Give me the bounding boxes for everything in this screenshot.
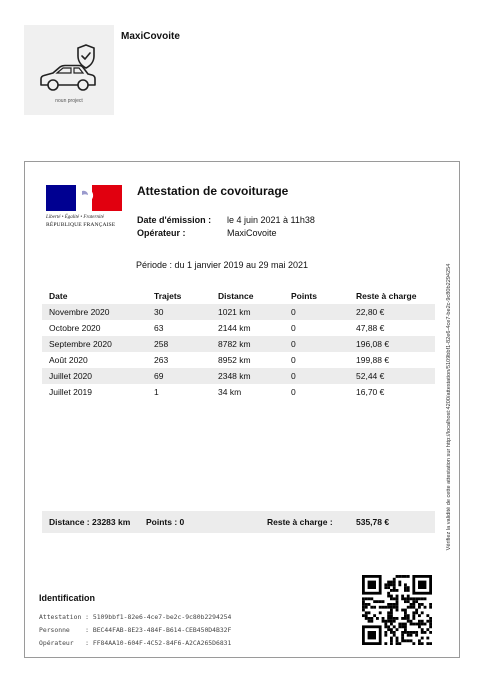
table-cell: 47,88 €: [349, 320, 435, 336]
operateur-value: MaxiCovoite: [227, 228, 277, 238]
identification-operateur: Opérateur : FF84AA10-604F-4C52-84F6-A2CA…: [39, 639, 231, 647]
column-header: Date: [42, 288, 147, 304]
operateur-label: Opérateur :: [137, 228, 186, 238]
table-cell: 1: [147, 384, 211, 400]
table-row: Septembre 2020 258 8782 km 0 196,08 €: [42, 336, 435, 352]
table-cell: 263: [147, 352, 211, 368]
trips-table: Date Trajets Distance Points Reste à cha…: [42, 288, 435, 400]
periode-text: Période : du 1 janvier 2019 au 29 mai 20…: [25, 260, 419, 270]
table-cell: Août 2020: [42, 352, 147, 368]
table-cell: 0: [284, 336, 349, 352]
operator-logo: noun project: [24, 25, 114, 115]
organization-name: MaxiCovoite: [121, 31, 180, 42]
table-cell: 0: [284, 320, 349, 336]
table-cell: 0: [284, 368, 349, 384]
table-cell: 52,44 €: [349, 368, 435, 384]
total-reste-value: 535,78 €: [356, 517, 389, 527]
table-cell: 196,08 €: [349, 336, 435, 352]
table-header-row: Date Trajets Distance Points Reste à cha…: [42, 288, 435, 304]
table-cell: 8952 km: [211, 352, 284, 368]
table-cell: 30: [147, 304, 211, 320]
identification-title: Identification: [39, 593, 95, 603]
logo-caption: noun project: [24, 98, 114, 104]
devise-text: Liberté • Égalité • Fraternité: [46, 215, 122, 220]
document-title: Attestation de covoiturage: [137, 184, 288, 198]
total-distance: Distance : 23283 km: [49, 517, 130, 527]
table-cell: Septembre 2020: [42, 336, 147, 352]
column-header: Trajets: [147, 288, 211, 304]
table-cell: 63: [147, 320, 211, 336]
totals-bar: Distance : 23283 km Points : 0 Reste à c…: [42, 511, 435, 533]
republique-text: RÉPUBLIQUE FRANÇAISE: [46, 222, 122, 228]
table-cell: 22,80 €: [349, 304, 435, 320]
verification-link-text: Vérifiez la validité de cette attestatio…: [446, 264, 452, 551]
table-cell: 34 km: [211, 384, 284, 400]
column-header: Points: [284, 288, 349, 304]
table-cell: Novembre 2020: [42, 304, 147, 320]
table-cell: 258: [147, 336, 211, 352]
table-cell: 0: [284, 304, 349, 320]
emission-label: Date d'émission :: [137, 215, 211, 225]
table-cell: Juillet 2020: [42, 368, 147, 384]
table-cell: 199,88 €: [349, 352, 435, 368]
table-cell: Octobre 2020: [42, 320, 147, 336]
marianne-logo: Liberté • Égalité • Fraternité RÉPUBLIQU…: [46, 185, 122, 228]
table-cell: 1021 km: [211, 304, 284, 320]
total-points: Points : 0: [146, 517, 184, 527]
table-row: Juillet 2019 1 34 km 0 16,70 €: [42, 384, 435, 400]
table-cell: 2348 km: [211, 368, 284, 384]
column-header: Reste à charge: [349, 288, 435, 304]
qr-code: [362, 575, 432, 650]
table-row: Juillet 2020 69 2348 km 0 52,44 €: [42, 368, 435, 384]
table-cell: 16,70 €: [349, 384, 435, 400]
table-cell: 0: [284, 384, 349, 400]
identification-personne: Personne : BEC44FAB-8E23-484F-B614-CEB45…: [39, 626, 231, 634]
attestation-document: Liberté • Égalité • Fraternité RÉPUBLIQU…: [24, 161, 460, 658]
total-reste-label: Reste à charge :: [267, 517, 333, 527]
table-cell: 0: [284, 352, 349, 368]
column-header: Distance: [211, 288, 284, 304]
table-row: Août 2020 263 8952 km 0 199,88 €: [42, 352, 435, 368]
table-cell: 2144 km: [211, 320, 284, 336]
marianne-flag-icon: [46, 185, 122, 211]
table-row: Octobre 2020 63 2144 km 0 47,88 €: [42, 320, 435, 336]
table-cell: 69: [147, 368, 211, 384]
emission-value: le 4 juin 2021 à 11h38: [227, 215, 315, 225]
table-row: Novembre 2020 30 1021 km 0 22,80 €: [42, 304, 435, 320]
table-cell: Juillet 2019: [42, 384, 147, 400]
table-cell: 8782 km: [211, 336, 284, 352]
identification-attestation: Attestation : 5109bbf1-82e6-4ce7-be2c-9c…: [39, 613, 231, 621]
